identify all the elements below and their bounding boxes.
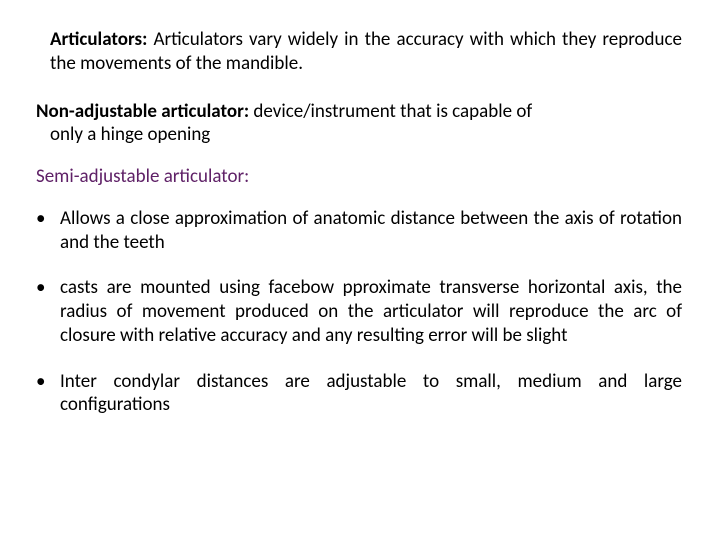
bullet-marker: • <box>36 370 60 418</box>
bullet-item: • casts are mounted using facebow pproxi… <box>36 276 684 347</box>
bullet-marker: • <box>36 276 60 347</box>
non-adjustable-body-line2: only a hinge opening <box>36 123 684 147</box>
non-adjustable-heading: Non-adjustable articulator: <box>36 100 249 123</box>
bullet-text: casts are mounted using facebow pproxima… <box>60 276 682 347</box>
bullet-marker: • <box>36 207 60 255</box>
bullet-item: • Inter condylar distances are adjustabl… <box>36 370 684 418</box>
intro-paragraph: Articulators: Articulators vary widely i… <box>36 28 684 76</box>
bullet-item: • Allows a close approximation of anatom… <box>36 207 684 255</box>
bullet-text: Inter condylar distances are adjustable … <box>60 370 682 418</box>
non-adjustable-paragraph: Non-adjustable articulator: device/instr… <box>36 100 684 148</box>
semi-adjustable-heading-row: Semi-adjustable articulator: <box>36 165 684 189</box>
intro-heading: Articulators: <box>50 28 147 51</box>
non-adjustable-body-line1: device/instrument that is capable of <box>253 100 532 123</box>
semi-adjustable-heading: Semi-adjustable articulator: <box>36 165 249 188</box>
bullet-text: Allows a close approximation of anatomic… <box>60 207 682 255</box>
slide-container: Articulators: Articulators vary widely i… <box>0 0 720 540</box>
